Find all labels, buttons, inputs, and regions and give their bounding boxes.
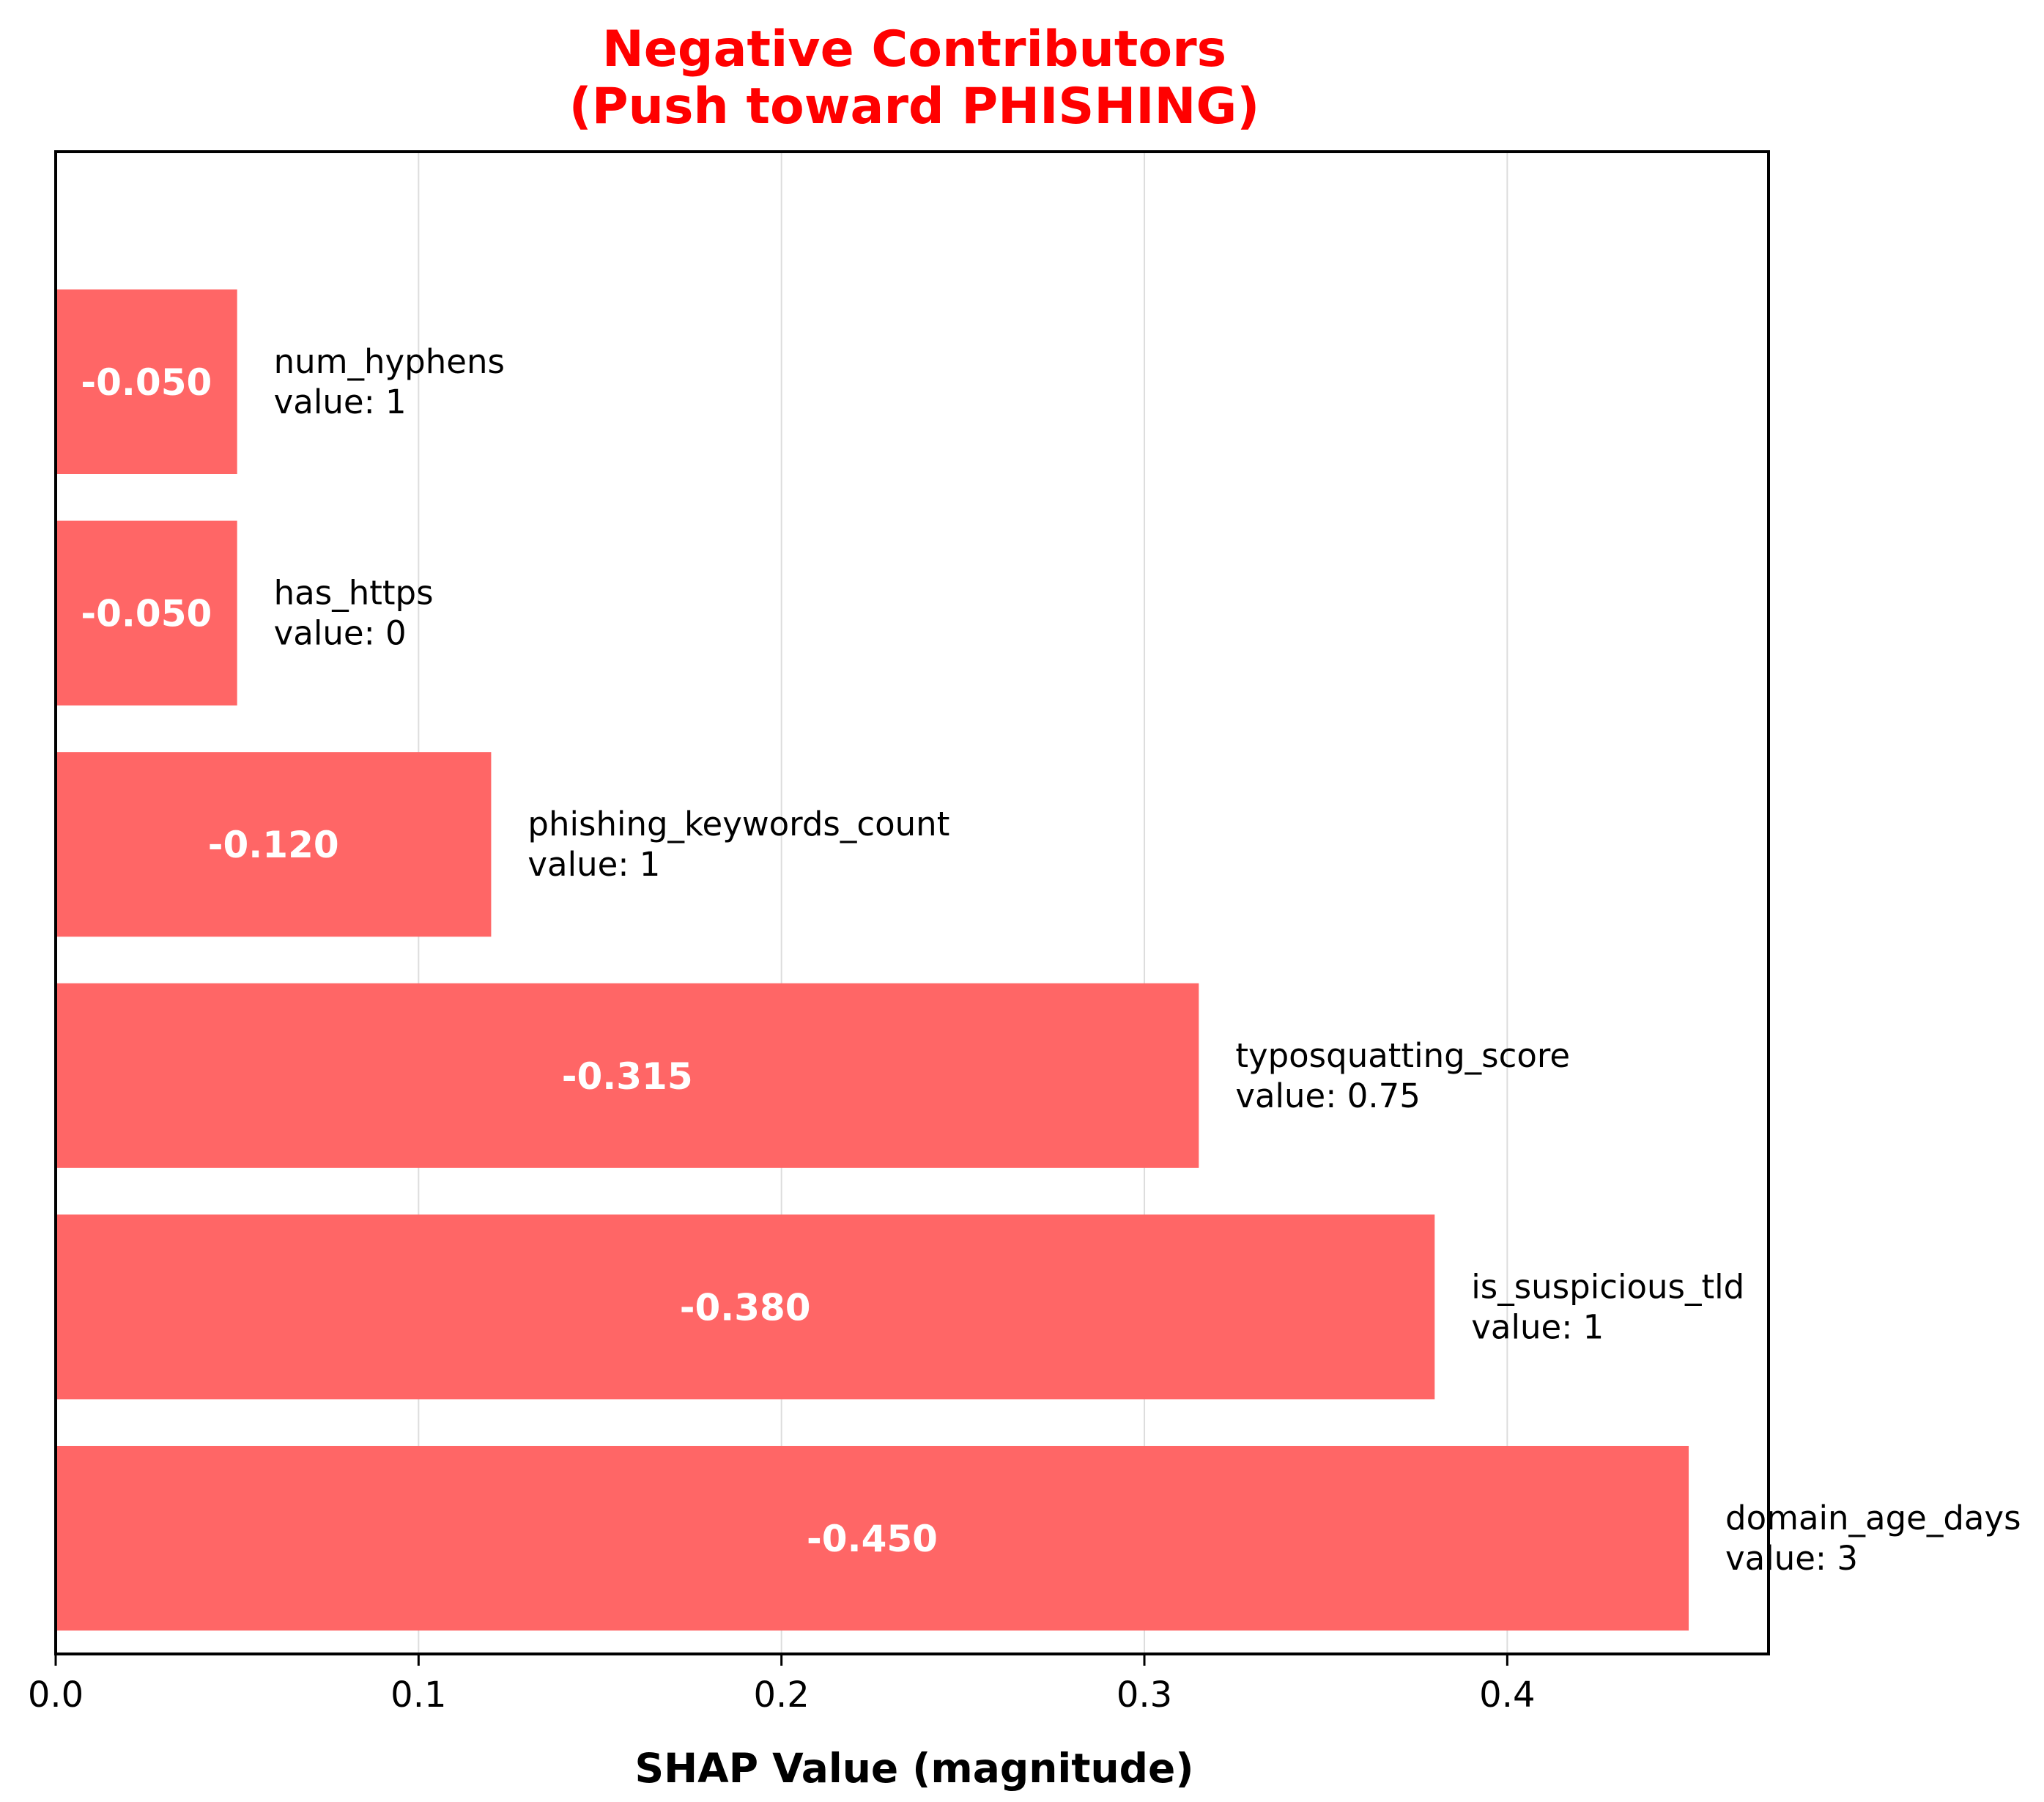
bar-is_suspicious_tld — [56, 1214, 1435, 1400]
x-tick-label: 0.1 — [390, 1674, 446, 1716]
feature-value-label: value: 1 — [1471, 1307, 1604, 1346]
bar-value-label: -0.315 — [562, 1055, 693, 1098]
x-tick-label: 0.3 — [1117, 1674, 1172, 1716]
bar-value-label: -0.050 — [81, 361, 212, 404]
feature-value-label: value: 1 — [527, 845, 660, 884]
feature-value-label: value: 0 — [274, 614, 407, 653]
bar-value-label: -0.050 — [81, 593, 212, 635]
x-tick-label: 0.2 — [754, 1674, 810, 1716]
bar-has_https — [56, 520, 237, 706]
bar-domain_age_days — [56, 1446, 1689, 1631]
feature-name-label: phishing_keywords_count — [527, 805, 949, 843]
bar-labels: -0.450 -0.380 -0.315 -0.120 -0.050 -0.050 — [81, 361, 938, 1560]
chart-title-line1: Negative Contributors — [602, 21, 1226, 78]
bars — [56, 289, 1689, 1631]
feature-name-label: domain_age_days — [1725, 1499, 2021, 1537]
x-tick-label: 0.0 — [28, 1674, 84, 1716]
bar-typosquatting_score — [56, 983, 1199, 1168]
bar-value-label: -0.380 — [680, 1286, 811, 1329]
feature-value-label: value: 1 — [274, 383, 407, 421]
feature-name-label: num_hyphens — [274, 342, 505, 381]
feature-name-label: is_suspicious_tld — [1471, 1267, 1744, 1306]
feature-name-label: has_https — [274, 574, 434, 613]
bar-value-label: -0.450 — [807, 1518, 938, 1560]
feature-value-label: value: 3 — [1725, 1539, 1858, 1578]
feature-value-label: value: 0.75 — [1235, 1077, 1421, 1115]
bar-num_hyphens — [56, 289, 237, 474]
x-ticks: 0.0 0.1 0.2 0.3 0.4 — [28, 1654, 1536, 1716]
bar-phishing_keywords_count — [56, 752, 492, 937]
x-axis-label: SHAP Value (magnitude) — [635, 1745, 1194, 1792]
plot-frame — [54, 150, 1770, 1655]
x-tick-label: 0.4 — [1479, 1674, 1535, 1716]
feature-name-label: typosquatting_score — [1235, 1036, 1570, 1075]
chart-title-line2: (Push toward PHISHING) — [569, 78, 1260, 136]
bar-value-label: -0.120 — [208, 824, 339, 866]
